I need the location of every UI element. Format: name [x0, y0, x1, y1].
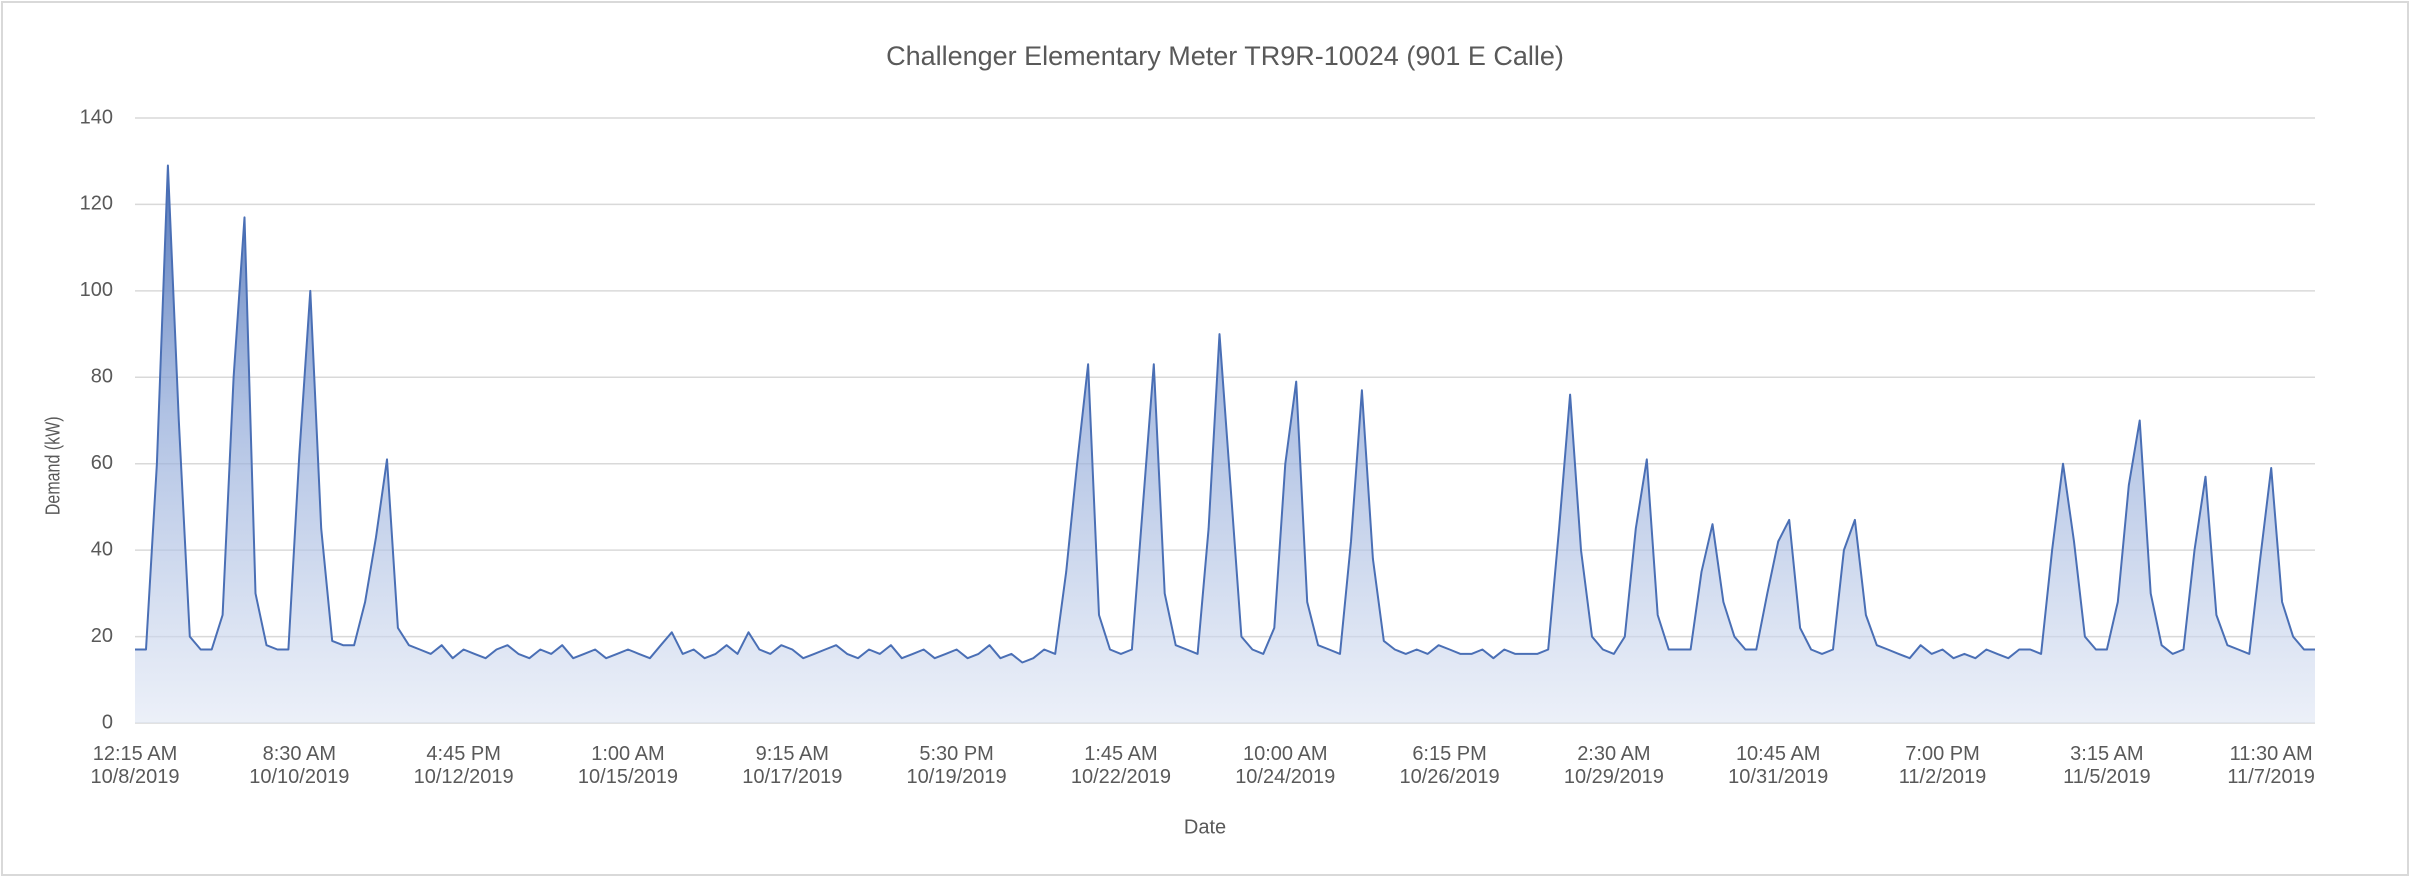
x-tick-label: 12:15 AM 10/8/2019 — [90, 743, 180, 788]
y-tick-label: 40 — [91, 538, 113, 560]
y-tick-label: 120 — [80, 193, 113, 215]
y-axis-label: Demand (kW) — [42, 416, 64, 515]
x-tick-label: 9:15 AM 10/17/2019 — [742, 743, 843, 788]
line — [135, 164, 2315, 664]
x-tick-label: 7:00 PM 11/2/2019 — [1898, 743, 1987, 788]
x-tick-label: 4:45 PM 10/12/2019 — [413, 743, 514, 788]
chart-title: Challenger Elementary Meter TR9R-10024 (… — [886, 41, 1564, 71]
y-tick-label: 80 — [91, 366, 113, 388]
x-tick-label: 8:30 AM 10/10/2019 — [249, 743, 350, 788]
x-tick-label: 10:45 AM 10/31/2019 — [1728, 743, 1829, 788]
y-tick-label: 60 — [91, 452, 113, 474]
x-tick-label: 1:00 AM 10/15/2019 — [577, 743, 678, 788]
y-tick-label: 0 — [102, 711, 113, 733]
x-tick-label: 3:15 AM 11/5/2019 — [2063, 743, 2151, 788]
x-tick-label: 11:30 AM 11/7/2019 — [2227, 743, 2315, 788]
x-axis-label: Date — [1184, 816, 1226, 838]
y-tick-label: 140 — [80, 106, 113, 128]
x-tick-label: 1:45 AM 10/22/2019 — [1070, 743, 1171, 788]
x-tick-label: 5:30 PM 10/19/2019 — [906, 743, 1007, 788]
y-tick-label: 20 — [91, 625, 113, 647]
y-tick-label: 100 — [80, 279, 113, 301]
x-tick-label: 2:30 AM 10/29/2019 — [1563, 743, 1664, 788]
x-tick-label: 10:00 AM 10/24/2019 — [1235, 743, 1336, 788]
x-tick-label: 6:15 PM 10/26/2019 — [1399, 743, 1500, 788]
